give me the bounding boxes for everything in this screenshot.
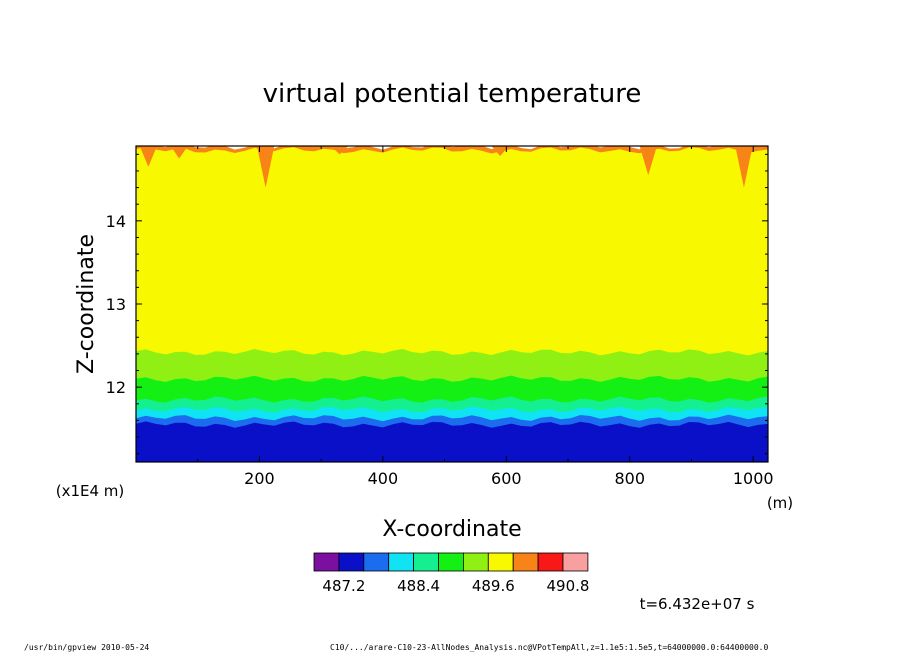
contour-fringe [639, 146, 657, 176]
y-tick-label: 14 [106, 212, 126, 231]
x-tick-label: 200 [244, 469, 275, 488]
colorbar-label: 488.4 [397, 577, 440, 595]
time-label: t=6.432e+07 s [640, 595, 755, 613]
y-tick-label: 12 [106, 378, 126, 397]
colorbar-cell [363, 552, 390, 572]
footer-left: /usr/bin/gpview 2010-05-24 [24, 643, 150, 652]
axis-ticks: 200 400 600 800 1000 12 13 14 [106, 146, 774, 488]
contour-fringe [735, 146, 753, 188]
colorbar-cell [313, 552, 340, 572]
colorbar-label: 487.2 [322, 577, 365, 595]
x-axis-unit: (m) [767, 494, 793, 512]
contour-fringe [491, 146, 509, 156]
footer-right: C10/.../arare-C10-23-AllNodes_Analysis.n… [330, 643, 769, 652]
colorbar-cell [562, 552, 589, 572]
colorbar-cell [388, 552, 415, 572]
colorbar: 487.2 488.4 489.6 490.8 [313, 552, 590, 595]
colorbar-label: 489.6 [472, 577, 515, 595]
colorbar-cell [413, 552, 439, 572]
y-axis-label: Z-coordinate [74, 234, 99, 374]
x-tick-label: 1000 [733, 469, 774, 488]
y-axis-unit: (x1E4 m) [56, 482, 125, 500]
x-tick-label: 400 [368, 469, 399, 488]
contour-band [136, 421, 768, 462]
contour-fringe [139, 146, 157, 167]
chart-title: virtual potential temperature [263, 79, 642, 109]
contour-fringe [170, 146, 188, 159]
colorbar-cell [338, 552, 365, 572]
colorbar-cell [512, 552, 539, 572]
contour-fringe [331, 146, 349, 155]
x-tick-label: 800 [614, 469, 645, 488]
colorbar-cell [462, 552, 489, 572]
colorbar-cell [487, 552, 514, 572]
x-axis-label: X-coordinate [382, 517, 521, 542]
colorbar-cell [438, 552, 464, 572]
y-tick-label: 13 [106, 295, 126, 314]
colorbar-cell [537, 552, 564, 572]
x-tick-label: 600 [491, 469, 522, 488]
contour-fringe [256, 146, 275, 188]
contour-field [136, 146, 768, 462]
colorbar-label: 490.8 [547, 577, 590, 595]
